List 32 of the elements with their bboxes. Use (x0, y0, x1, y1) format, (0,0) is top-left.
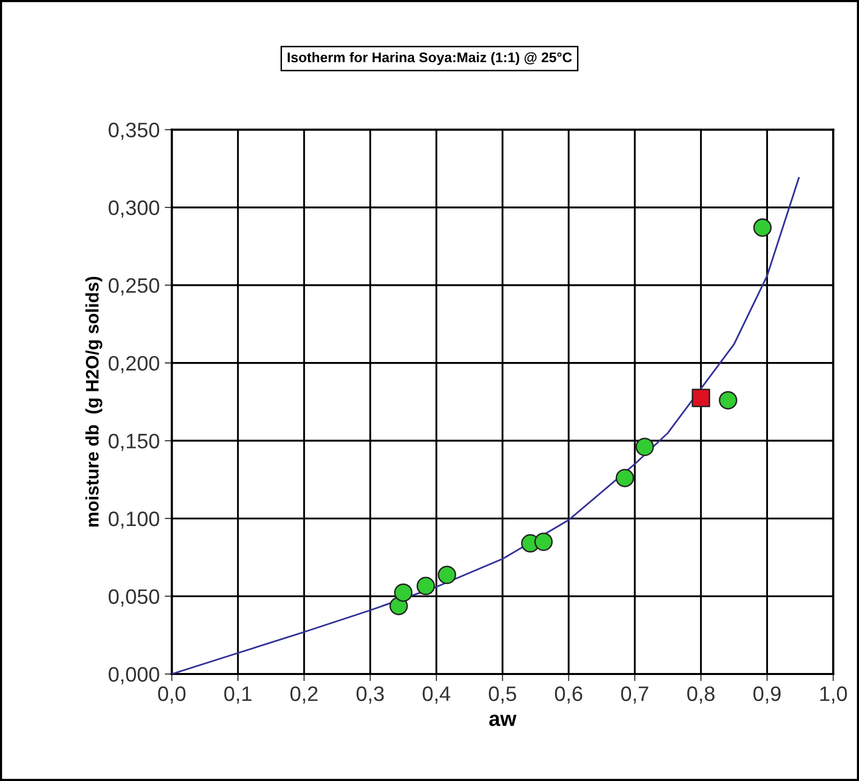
y-tick-label: 0,200 (108, 356, 160, 374)
x-tick-label: 0,1 (224, 686, 252, 704)
point (416, 576, 435, 596)
y-tick-label: 0,300 (108, 200, 160, 218)
x-tick-label: 0,2 (290, 686, 318, 704)
y-tick-label: 0,000 (108, 667, 160, 684)
x-tick-label: 0,3 (356, 686, 384, 704)
point (636, 438, 654, 456)
point (718, 391, 738, 410)
chart-title: Isotherm for Harina Soya:Maiz (1:1) @ 25°C (288, 52, 572, 66)
y-axis-title: moisture db (g H2O/g solids) (85, 276, 102, 527)
y-tick-label: 0,050 (108, 589, 160, 606)
x-tick-label: 0,0 (158, 686, 186, 704)
x-tick-label: 0,4 (422, 686, 450, 704)
x-tick-label: 1,0 (820, 686, 847, 704)
line-series (172, 177, 800, 674)
x-tick-label: 0,7 (621, 686, 648, 704)
x-tick-label: 0,8 (687, 686, 715, 704)
x-tick-label: 0,9 (753, 686, 781, 704)
y-tick-label: 0,250 (108, 278, 160, 296)
point (534, 532, 553, 551)
y-tick-label: 0,100 (108, 511, 160, 529)
y-tick-label: 0,350 (108, 122, 160, 140)
point (394, 583, 412, 602)
point (692, 388, 710, 408)
x-axis-title: aw (489, 714, 516, 726)
point (753, 218, 772, 237)
point (438, 566, 456, 584)
point (616, 468, 634, 488)
y-tick-label: 0,150 (108, 434, 160, 451)
x-tick-label: 0,5 (488, 686, 516, 704)
x-tick-label: 0,6 (554, 686, 582, 704)
